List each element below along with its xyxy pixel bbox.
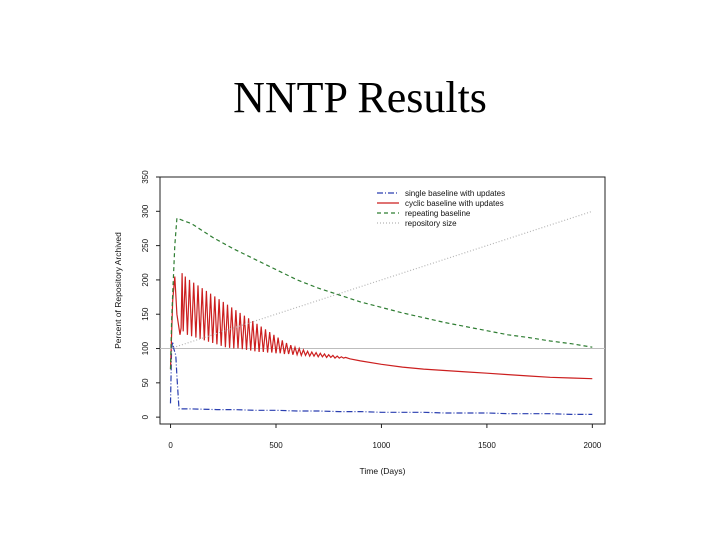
- series-layer: [169, 210, 593, 415]
- y-tick-label: 100: [141, 341, 150, 355]
- plot-frame: [159, 176, 606, 425]
- series-line-2: [169, 273, 593, 380]
- y-tick-label: 350: [141, 170, 150, 184]
- y-axis: 0 50 100 150 200 250 300 350: [141, 170, 160, 419]
- series-line-1: [169, 341, 593, 415]
- legend-label: single baseline with updates: [405, 189, 505, 198]
- x-tick-label: 2000: [583, 441, 601, 450]
- x-tick-label: 1500: [478, 441, 496, 450]
- x-axis-label: Time (Days): [360, 466, 406, 476]
- y-tick-label: 300: [141, 204, 150, 218]
- y-tick-label: 200: [141, 273, 150, 287]
- y-tick-label: 0: [141, 414, 150, 419]
- x-tick-label: 0: [168, 441, 173, 450]
- y-tick-label: 50: [141, 378, 150, 387]
- series-line-3: [169, 217, 593, 370]
- series-line-4: [170, 210, 593, 350]
- slide-title: NNTP Results: [233, 73, 487, 122]
- legend-label: cyclic baseline with updates: [405, 199, 504, 208]
- x-tick-label: 1000: [373, 441, 391, 450]
- x-tick-label: 500: [269, 441, 283, 450]
- y-tick-label: 250: [141, 238, 150, 252]
- x-axis: 0 500 1000 1500 2000: [168, 424, 602, 450]
- y-tick-label: 150: [141, 307, 150, 321]
- legend-label: repeating baseline: [405, 209, 471, 218]
- y-axis-label: Percent of Repository Archived: [113, 232, 123, 349]
- legend-label: repository size: [405, 219, 457, 228]
